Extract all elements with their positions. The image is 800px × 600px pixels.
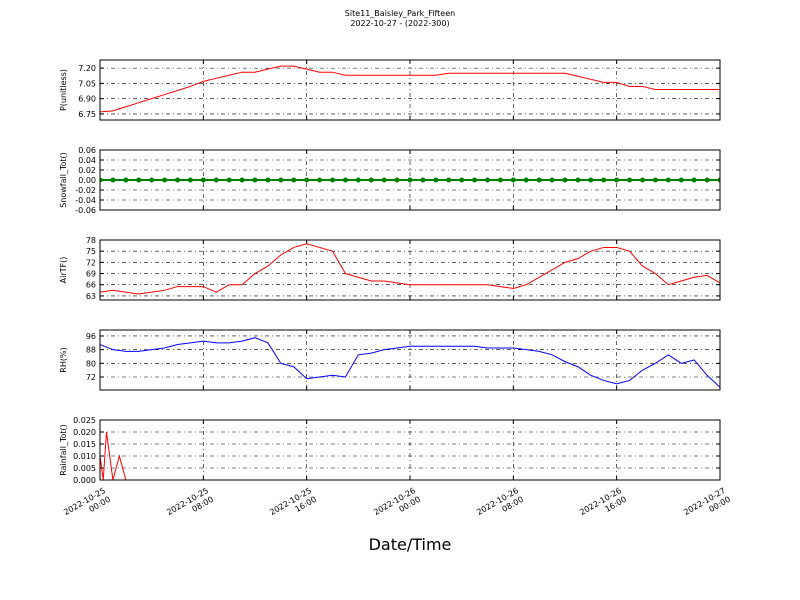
y-tick-label: 0.02 [78, 166, 96, 175]
y-tick-label: 80 [86, 359, 96, 368]
data-line [100, 337, 720, 388]
data-point [652, 177, 658, 183]
y-tick-label: 78 [86, 236, 96, 245]
data-point [187, 177, 193, 183]
plot-frame [99, 329, 721, 391]
data-point [291, 177, 297, 183]
data-point [562, 177, 568, 183]
plot-frame [99, 239, 721, 301]
data-point [175, 177, 180, 183]
y-tick-label: 7.05 [78, 79, 96, 88]
plot-frame [99, 419, 721, 481]
data-point [162, 177, 168, 183]
y-tick-label: 69 [86, 270, 96, 279]
y-axis-label: P(unitless) [59, 69, 68, 111]
y-tick-label: 88 [86, 346, 96, 355]
data-point [536, 177, 542, 183]
data-point [149, 177, 155, 183]
data-line [100, 65, 720, 113]
data-point [497, 177, 503, 183]
y-tick-label: -0.02 [75, 186, 96, 195]
data-point [265, 177, 271, 183]
y-axis-label: RH(%) [59, 347, 68, 372]
y-tick-label: -0.04 [75, 196, 96, 205]
y-tick-label: 72 [86, 258, 96, 267]
y-tick-label: 0.015 [73, 440, 96, 449]
data-point [523, 177, 529, 183]
data-point [381, 177, 387, 183]
plot-frame [99, 149, 721, 211]
data-point [601, 177, 607, 183]
data-point [433, 177, 439, 183]
data-point [678, 177, 684, 183]
data-point [355, 177, 361, 183]
y-tick-label: 66 [86, 281, 96, 290]
data-point [640, 177, 645, 183]
data-point [510, 177, 516, 183]
data-point [342, 177, 348, 183]
data-point [588, 177, 594, 183]
data-point [614, 177, 620, 183]
data-point [278, 177, 284, 183]
data-point [665, 177, 671, 183]
data-point [446, 177, 452, 183]
data-point [368, 177, 374, 183]
y-tick-label: 0.020 [73, 428, 96, 437]
data-point [100, 177, 103, 183]
y-tick-label: 0.005 [73, 464, 96, 473]
data-point [317, 177, 323, 183]
data-point [459, 177, 465, 183]
y-tick-label: 63 [86, 292, 96, 301]
data-point [627, 177, 633, 183]
y-tick-label: 0.000 [73, 476, 96, 485]
data-point [717, 177, 720, 183]
plot-frame [99, 59, 721, 121]
y-tick-label: 0.04 [78, 156, 96, 165]
data-point [472, 177, 478, 183]
y-tick-label: 7.20 [78, 64, 96, 73]
y-axis-label: Rainfall_Tot() [59, 424, 68, 476]
data-point [704, 177, 710, 183]
chart-subtitle: 2022-10-27 - (2022-300) [350, 19, 449, 28]
data-point [330, 177, 335, 183]
x-axis-label: Date/Time [369, 535, 452, 554]
chart-title: Site11_Baisley_Park_Fifteen [345, 9, 455, 18]
data-point [485, 177, 490, 183]
data-point [123, 177, 129, 183]
y-tick-label: 6.90 [78, 95, 96, 104]
data-point [110, 177, 116, 183]
y-tick-label: 0.010 [73, 452, 96, 461]
data-point [549, 177, 555, 183]
data-point [226, 177, 232, 183]
data-point [252, 177, 258, 183]
data-point [213, 177, 219, 183]
y-axis-label: Snowfall_Tot() [59, 152, 68, 208]
data-line [100, 243, 720, 295]
data-point [136, 177, 142, 183]
data-point [394, 177, 400, 183]
data-point [304, 177, 310, 183]
y-tick-label: 0.025 [73, 416, 96, 425]
data-point [575, 177, 581, 183]
data-point [200, 177, 206, 183]
y-tick-label: 75 [86, 247, 96, 256]
data-point [420, 177, 426, 183]
y-tick-label: -0.06 [75, 206, 96, 215]
data-point [691, 177, 697, 183]
data-point [239, 177, 245, 183]
y-tick-label: 0.06 [78, 146, 96, 155]
y-tick-label: 72 [86, 373, 96, 382]
y-tick-label: 6.75 [78, 110, 96, 119]
y-tick-label: 0.00 [78, 176, 96, 185]
y-tick-label: 96 [86, 332, 96, 341]
y-axis-label: AirTF() [59, 257, 68, 284]
data-point [407, 177, 413, 183]
